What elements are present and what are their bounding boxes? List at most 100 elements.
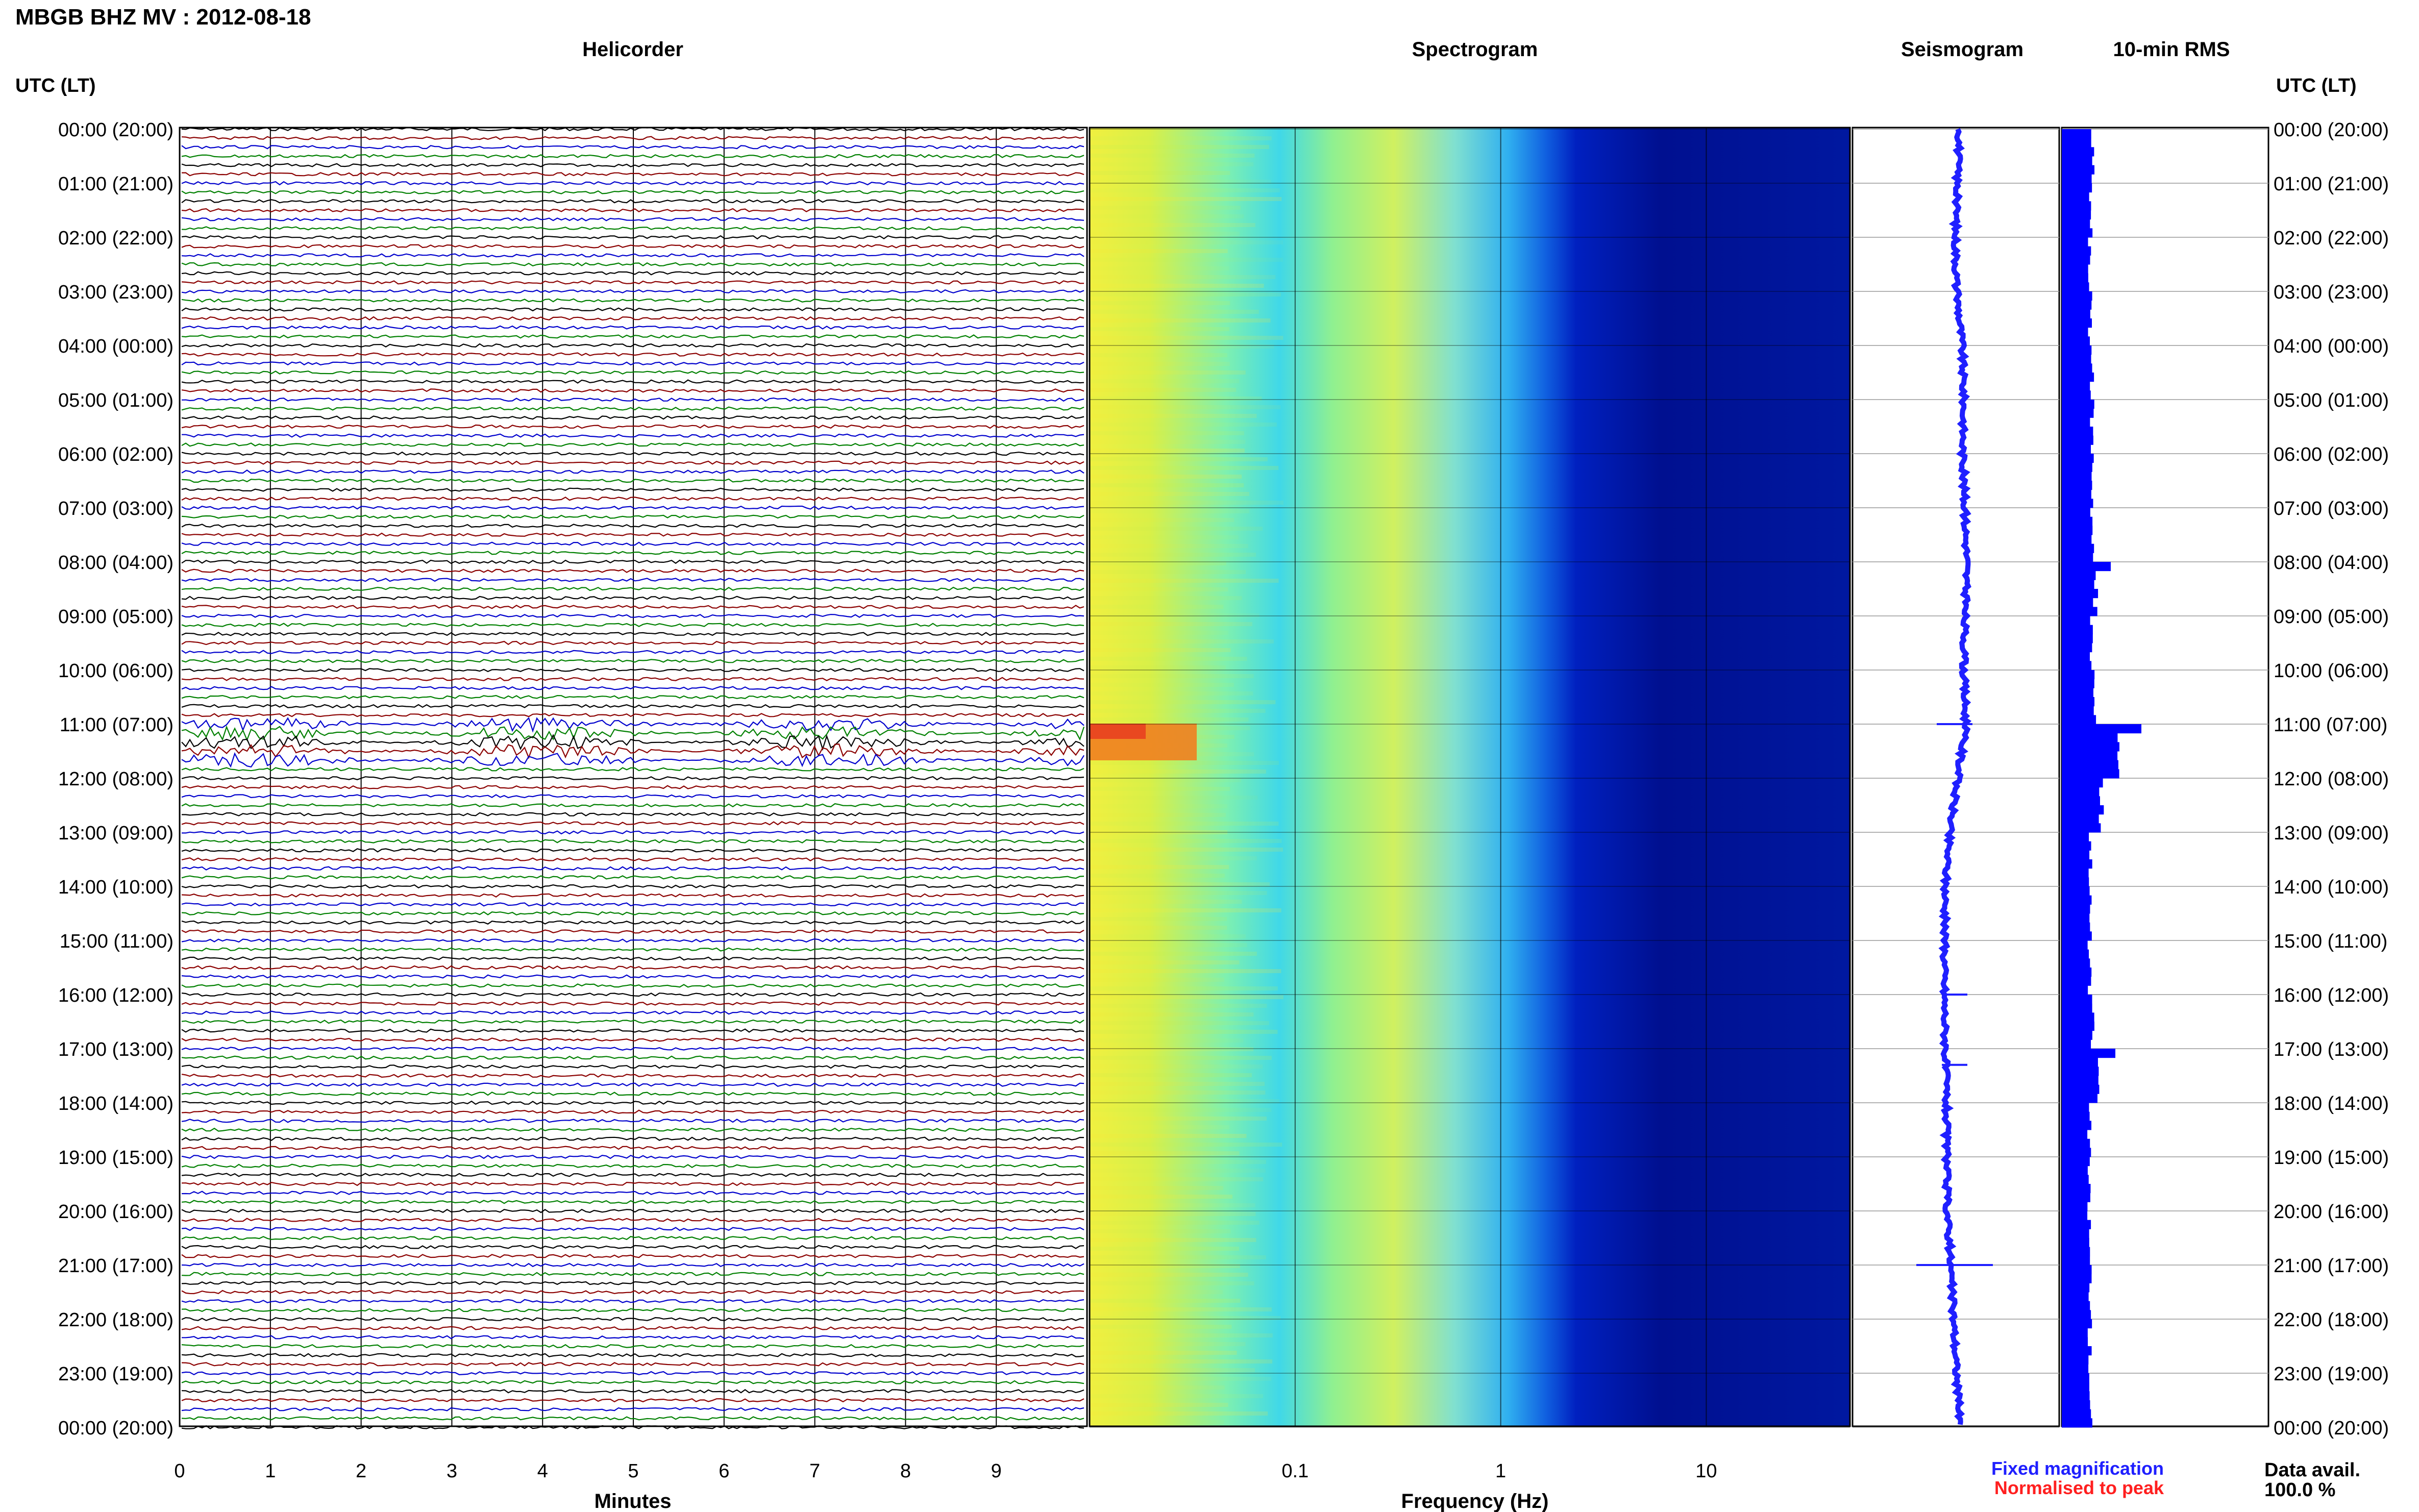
spectrogram-x-ticks: 0.1 1 10 (1281, 1460, 1717, 1482)
spectrogram-streak (1090, 1143, 1282, 1147)
time-label-left: 04:00 (00:00) (58, 336, 174, 357)
spectrogram-streak (1090, 570, 1246, 574)
rms-bar (2062, 1238, 2089, 1248)
helicorder-trace (181, 839, 1084, 844)
rms-bar (2062, 1409, 2091, 1419)
rms-bar (2062, 1166, 2088, 1175)
rms-bar (2062, 769, 2119, 779)
helicorder-trace (181, 974, 1084, 979)
spectrogram-streak (1090, 900, 1242, 904)
rms-bar (2062, 598, 2093, 607)
spectrogram-streak (1090, 396, 1262, 401)
rms-bar (2062, 643, 2092, 653)
legend-fixed-magnification: Fixed magnification (1991, 1458, 2164, 1479)
helicorder-trace (181, 208, 1084, 213)
rms-bar (2062, 354, 2091, 364)
helicorder-trace (181, 1299, 1084, 1303)
spectrogram-streak (1090, 223, 1255, 227)
spectrogram-streak (1090, 1030, 1278, 1034)
time-label-right: 10:00 (06:00) (2274, 660, 2389, 682)
spectrogram-streak (1090, 787, 1230, 791)
helicorder-x-tick: 3 (447, 1460, 457, 1482)
spectrogram-streak (1090, 362, 1230, 366)
rms-bar (2062, 183, 2092, 193)
rms-title: 10-min RMS (2113, 38, 2230, 61)
spectrogram-streak (1090, 1264, 1240, 1268)
time-label-right: 16:00 (12:00) (2274, 985, 2389, 1006)
rms-bar (2062, 877, 2089, 887)
time-label-left: 19:00 (15:00) (58, 1147, 174, 1169)
helicorder-trace (181, 1146, 1084, 1150)
helicorder-trace (181, 1371, 1084, 1376)
helicorder-trace (181, 524, 1084, 528)
spectrogram-streak (1090, 700, 1276, 704)
spectrogram-streak (1090, 1333, 1273, 1337)
spectrogram-streak (1090, 301, 1230, 305)
rms-bar (2062, 571, 2096, 580)
helicorder-trace (181, 217, 1084, 221)
rms-bar (2062, 679, 2094, 688)
time-label-left: 15:00 (11:00) (60, 931, 174, 952)
helicorder-trace (181, 532, 1084, 537)
rms-bar (2062, 931, 2092, 941)
rms-bar (2062, 1220, 2091, 1229)
helicorder-trace (181, 1001, 1084, 1006)
helicorder-trace (181, 1290, 1084, 1295)
rms-bar (2062, 237, 2088, 247)
helicorder-trace (181, 1272, 1084, 1276)
time-label-right: 23:00 (19:00) (2274, 1364, 2389, 1385)
helicorder-trace (181, 127, 1084, 132)
rms-bar (2062, 778, 2103, 788)
helicorder-trace (181, 1109, 1084, 1114)
helicorder-trace (181, 596, 1084, 600)
rms-bar (2062, 1022, 2094, 1031)
helicorder-trace (181, 316, 1084, 321)
spectrogram-streak (1090, 154, 1255, 158)
spectrogram-streak (1090, 1307, 1272, 1311)
spectrogram-streak (1090, 1064, 1263, 1069)
rms-bar (2062, 562, 2111, 572)
helicorder-trace (181, 1208, 1084, 1213)
rms-bar (2062, 968, 2092, 977)
rms-bar (2062, 652, 2090, 661)
rms-bar (2062, 535, 2092, 544)
spectrogram-streak (1090, 258, 1283, 262)
rms-bar (2062, 832, 2089, 842)
helicorder-trace (181, 848, 1084, 853)
rms-bar (2062, 859, 2092, 869)
spectrogram-streak (1090, 579, 1279, 583)
helicorder-trace (181, 1407, 1084, 1411)
helicorder-trace (181, 289, 1084, 294)
rms-bar (2062, 841, 2091, 851)
spectrogram-streak (1090, 431, 1244, 435)
time-label-right: 15:00 (11:00) (2274, 931, 2387, 952)
helicorder-trace (181, 298, 1084, 303)
spectrogram-streak (1090, 145, 1269, 149)
spectrogram-streak (1090, 284, 1264, 288)
rms-bar (2062, 345, 2092, 355)
time-label-right: 04:00 (00:00) (2274, 336, 2389, 357)
spectrogram-streak (1090, 544, 1248, 548)
rms-bar (2062, 1265, 2092, 1275)
helicorder-trace (181, 1127, 1084, 1132)
rms-bar (2062, 1247, 2090, 1256)
spectrogram-streak (1090, 1203, 1255, 1207)
helicorder-trace (181, 370, 1084, 375)
helicorder-trace (181, 1308, 1084, 1312)
helicorder-trace (181, 785, 1084, 789)
helicorder-traces (181, 127, 1085, 1430)
spectrogram-streak (1090, 249, 1228, 253)
helicorder-x-tick: 6 (719, 1460, 729, 1482)
helicorder-trace (181, 1317, 1084, 1322)
rms-bar (2062, 904, 2090, 914)
helicorder-trace (181, 559, 1084, 564)
spectrogram-streak (1090, 1290, 1223, 1294)
rms-bar (2062, 246, 2091, 256)
spectrogram-streak (1090, 665, 1226, 670)
helicorder-x-tick: 8 (900, 1460, 911, 1482)
rms-bar (2062, 922, 2090, 932)
rms-bar (2062, 444, 2091, 454)
figure-title: MBGB BHZ MV : 2012-08-18 (15, 5, 311, 30)
time-label-right: 06:00 (02:00) (2274, 444, 2389, 465)
spectrogram-streak (1090, 310, 1259, 314)
